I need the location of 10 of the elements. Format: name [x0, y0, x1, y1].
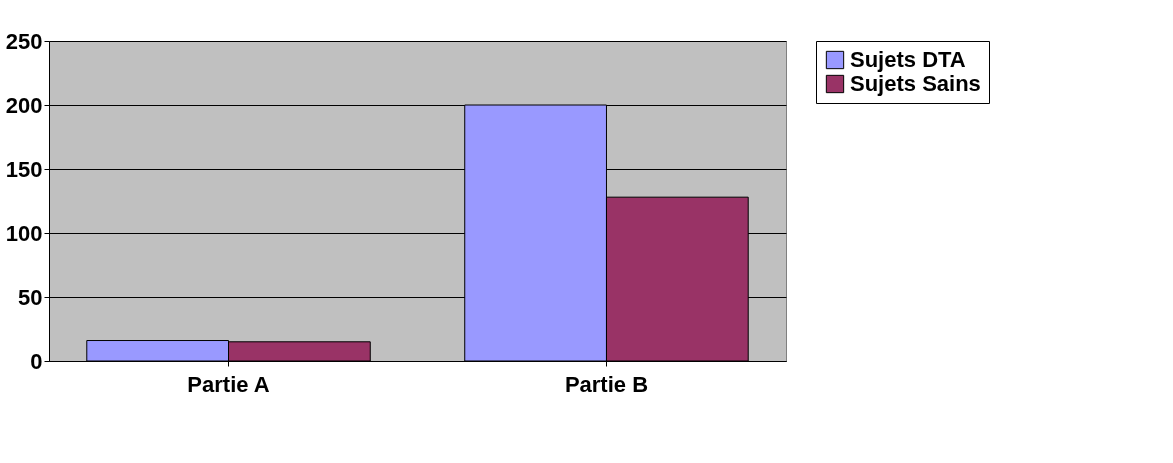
legend-label: Sujets Sains — [850, 71, 981, 96]
x-tick-label: Partie B — [564, 371, 649, 397]
y-tick-label: 200 — [5, 92, 43, 118]
x-tick-label: Partie A — [187, 371, 270, 397]
y-tick-label: 50 — [18, 284, 43, 310]
y-tick-label: 0 — [30, 348, 43, 374]
y-tick-label: 100 — [5, 220, 43, 246]
legend-label: Sujets DTA — [850, 47, 966, 72]
y-tick-label: 250 — [5, 28, 43, 54]
y-tick-label: 150 — [5, 156, 43, 182]
